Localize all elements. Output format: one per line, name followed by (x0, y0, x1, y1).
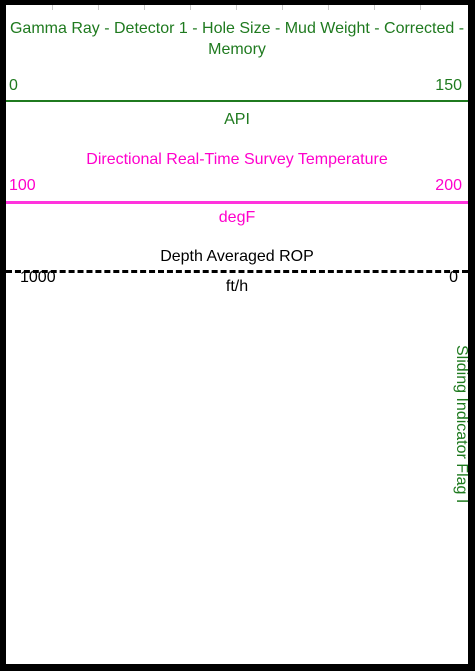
temperature-curve-title: Directional Real-Time Survey Temperature (86, 151, 388, 168)
temperature-unit: degF (218, 209, 256, 226)
gamma-ray-curve-title: Gamma Ray - Detector 1 - Hole Size - Mud… (9, 20, 465, 58)
tick-mark (420, 5, 421, 10)
tick-mark (282, 5, 283, 10)
gamma-ray-unit: API (224, 111, 250, 128)
rop-curve-line (6, 270, 468, 273)
tick-mark (98, 5, 99, 10)
log-track-header-panel: Gamma Ray - Detector 1 - Hole Size - Mud… (6, 5, 468, 664)
sliding-indicator-flag-label: Sliding Indicator Flag I (453, 345, 468, 504)
tick-mark (374, 5, 375, 10)
temperature-scale-min: 100 (9, 177, 36, 194)
gamma-ray-curve-line (6, 100, 468, 102)
rop-scale-min: 1000 (20, 269, 56, 286)
rop-scale-max: 0 (449, 269, 458, 286)
tick-mark (328, 5, 329, 10)
gamma-ray-scale-min: 0 (9, 77, 18, 94)
temperature-curve-line (6, 201, 468, 204)
gamma-ray-scale-max: 150 (435, 77, 462, 94)
tick-mark (52, 5, 53, 10)
top-tick-marks (6, 5, 468, 10)
rop-curve-title: Depth Averaged ROP (160, 248, 314, 265)
tick-mark (144, 5, 145, 10)
tick-mark (190, 5, 191, 10)
temperature-scale-max: 200 (435, 177, 462, 194)
tick-mark (236, 5, 237, 10)
rop-unit: ft/h (225, 278, 249, 295)
